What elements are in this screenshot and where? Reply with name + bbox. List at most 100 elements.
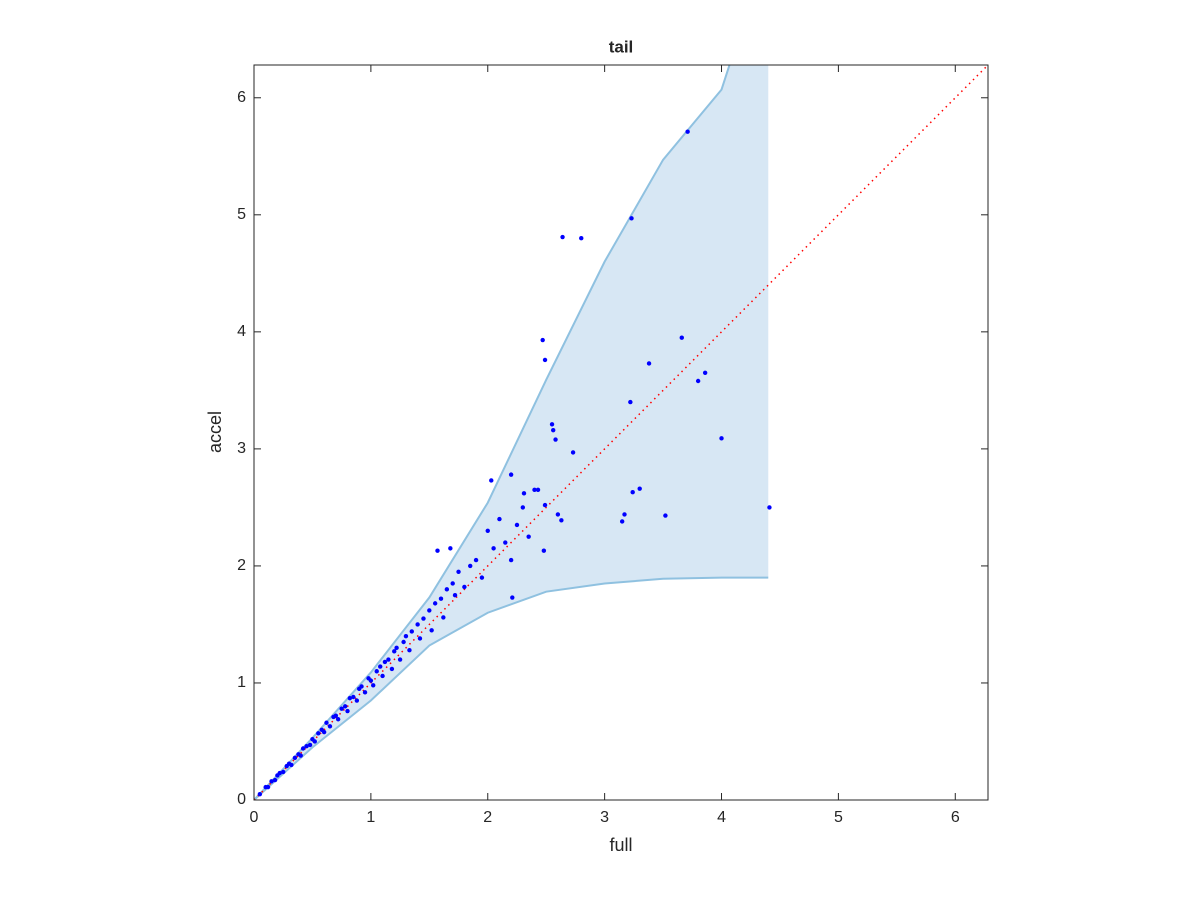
data-point [456,569,461,574]
chart-title: tail [609,37,634,56]
x-tick-label: 6 [951,809,960,826]
data-point [491,546,496,551]
data-point [427,608,432,613]
data-point [619,519,625,524]
data-point [298,753,303,758]
data-point [269,779,274,784]
y-axis-label: accel [205,411,225,453]
data-point [257,791,263,797]
x-tick-label: 0 [250,809,259,826]
data-point [289,762,294,768]
data-point [462,584,467,590]
data-point [489,478,494,483]
data-point [397,657,403,662]
data-point [542,502,548,508]
data-point [679,335,684,340]
data-point [386,657,391,662]
data-point [473,557,479,563]
y-tick-label: 5 [237,206,246,223]
data-point [508,557,514,563]
data-point [392,649,397,654]
x-tick-label: 1 [366,809,375,826]
data-point [351,694,356,700]
data-point [560,234,565,240]
data-point [359,684,364,689]
data-point [409,629,414,634]
data-point [497,516,502,522]
x-tick-label: 2 [483,809,492,826]
y-tick-label: 0 [237,791,246,808]
data-point [432,601,438,606]
x-tick-label: 4 [717,809,726,826]
plot-area [254,65,988,800]
data-point [407,647,412,653]
data-point [514,522,520,528]
data-point [542,357,548,363]
data-point [448,546,453,551]
data-point [479,575,485,580]
band-upper-line [254,65,731,800]
data-point [526,534,531,539]
data-point [450,581,455,586]
data-point [452,592,458,598]
data-point [342,704,348,709]
data-point [559,518,564,523]
data-point [521,491,527,496]
y-tick-label: 3 [237,440,246,457]
y-tick-label: 2 [237,557,246,574]
data-point [570,450,576,455]
data-point [438,596,444,601]
y-tick-label: 1 [237,674,246,691]
data-point [553,437,558,442]
data-point [637,486,642,491]
data-point [435,548,440,553]
data-point [685,129,690,134]
data-point [403,633,409,639]
data-point [628,399,633,405]
data-point [394,645,399,651]
data-point [389,666,395,672]
data-point [327,724,333,729]
data-point [354,698,360,703]
data-point [555,512,561,517]
data-point [281,769,286,775]
data-point [382,659,388,665]
data-point [541,548,547,553]
data-point [415,622,420,627]
data-point [333,713,339,718]
data-point [444,587,450,592]
data-point [508,472,514,477]
data-point [767,505,772,510]
y-tick-label: 4 [237,323,246,340]
data-point [485,528,490,534]
data-point [622,512,627,517]
data-point [277,770,282,776]
data-point [300,746,306,751]
data-point [307,742,313,748]
data-point [695,378,701,384]
data-point [540,337,545,343]
data-point [579,236,584,241]
data-point [468,563,473,569]
data-point [429,628,434,633]
data-point [312,739,317,744]
data-point [374,669,379,674]
data-point [417,636,423,641]
data-point [335,717,341,722]
data-point [347,695,353,701]
data-point [292,755,298,761]
data-point [304,743,309,749]
data-point [265,784,271,790]
data-point [371,683,376,688]
band-lower-line [254,576,769,800]
data-point [378,664,383,669]
data-point [421,616,426,621]
x-axis-label: full [609,835,632,855]
data-point [345,708,350,714]
data-point [535,487,541,493]
x-tick-label: 5 [834,809,843,826]
data-point [321,729,327,735]
data-point [719,436,724,441]
axes-box [253,64,989,801]
